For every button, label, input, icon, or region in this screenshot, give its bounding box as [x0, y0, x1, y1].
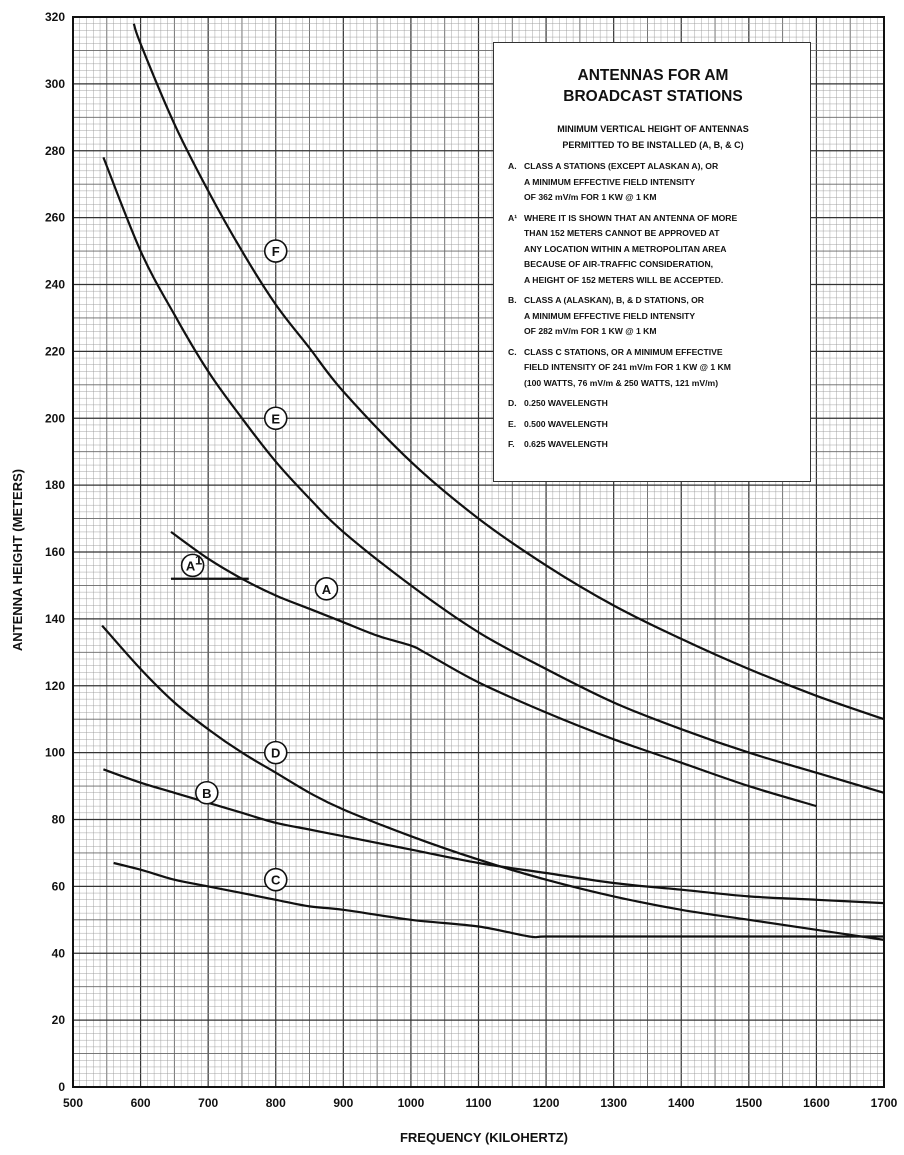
x-tick-label: 1300 [600, 1096, 627, 1110]
legend-box: ANTENNAS FOR AM BROADCAST STATIONS MINIMU… [493, 42, 811, 482]
x-tick-label: 800 [266, 1096, 286, 1110]
legend-entry-text: CLASS A (ALASKAN), B, & D STATIONS, OR A… [524, 295, 704, 336]
plot-frame [72, 16, 885, 1088]
curve-label-text: B [202, 786, 211, 801]
legend-entry: F. 0.625 WAVELENGTH [508, 437, 798, 453]
x-tick-label: 900 [333, 1096, 353, 1110]
curve-c [113, 861, 884, 939]
axes: 500 600 700 800 900 1000 1100 1200 1300 1400 1500 1… [45, 10, 898, 1110]
x-tick-label: 1500 [735, 1096, 762, 1110]
curve-label-f: F [263, 239, 288, 263]
curve-b [103, 768, 885, 905]
y-tick-label: 200 [45, 411, 65, 425]
y-tick-label: 260 [45, 211, 65, 225]
legend-entry-key: A. [508, 161, 517, 171]
legend-entry: D. 0.250 WAVELENGTH [508, 396, 798, 412]
legend-entry: B. CLASS A (ALASKAN), B, & D STATIONS, OR… [508, 293, 798, 340]
legend-entry-key: D. [508, 398, 517, 408]
curve-label-circle [314, 576, 339, 601]
curve-label-circle [180, 553, 205, 578]
curve-e [102, 156, 885, 794]
y-tick-label: 280 [45, 144, 65, 158]
y-tick-label: 0 [58, 1080, 65, 1094]
y-tick-label: 20 [52, 1013, 66, 1027]
curve-label-circle [263, 867, 288, 892]
curve-label-a: A [314, 576, 339, 601]
x-tick-label: 700 [198, 1096, 218, 1110]
y-tick-label: 40 [52, 946, 66, 960]
x-tick-label: 1100 [465, 1096, 491, 1110]
legend-entry-key: E. [508, 418, 517, 429]
legend-title: ANTENNAS FOR AM BROADCAST STATIONS [508, 65, 798, 107]
curve-a [170, 531, 817, 808]
y-tick-label: 240 [45, 278, 65, 292]
x-tick-label: 600 [131, 1096, 151, 1110]
legend-entry-text: 0.250 WAVELENGTH [524, 398, 608, 408]
y-tick-label: 60 [52, 879, 66, 893]
y-tick-label: 160 [45, 545, 65, 559]
legend-entry-text: CLASS A STATIONS (EXCEPT ALASKAN A), OR … [524, 161, 719, 202]
curve-label-e: E [263, 406, 288, 431]
y-tick-label: 120 [45, 679, 65, 693]
y-tick-label: 220 [45, 344, 65, 358]
legend-title-line: ANTENNAS FOR AM [577, 67, 729, 84]
curve-label-superscript: 1 [195, 552, 202, 567]
y-tick-label: 140 [45, 612, 65, 626]
y-tick-label: 320 [45, 10, 65, 24]
legend-entry: A¹ WHERE IT IS SHOWN THAT AN ANTENNA OF M… [508, 211, 798, 289]
y-tick-label: 180 [45, 478, 65, 492]
x-tick-label: 1000 [398, 1096, 425, 1110]
legend-entry-text: CLASS C STATIONS, OR A MINIMUM EFFECTIVE… [524, 346, 731, 388]
curve-label-text: C [271, 873, 281, 888]
y-tick-label: 80 [52, 813, 66, 827]
legend-entries: A. CLASS A STATIONS (EXCEPT ALASKAN A), O… [508, 159, 798, 453]
legend-entry-text: 0.625 WAVELENGTH [524, 439, 608, 449]
legend-entry: E. 0.500 WAVELENGTH [508, 417, 798, 433]
curve-d [101, 624, 885, 941]
legend-entry: A. CLASS A STATIONS (EXCEPT ALASKAN A), O… [508, 159, 798, 206]
x-tick-label: 1700 [871, 1096, 898, 1110]
curve-label-text: A [322, 582, 332, 597]
x-tick-label: 1600 [803, 1096, 830, 1110]
curve-label-d: D [263, 740, 288, 765]
curve-label-text: F [272, 244, 280, 259]
curve-label-circle [263, 406, 288, 431]
curve-label-c: C [263, 867, 288, 892]
legend-subtitle-line: PERMITTED TO BE INSTALLED (A, B, & C) [562, 140, 744, 150]
legend-entry-text: WHERE IT IS SHOWN THAT AN ANTENNA OF MOR… [524, 212, 738, 285]
y-tick-label: 300 [45, 77, 65, 91]
curves [101, 23, 885, 941]
curve-label-circle [195, 780, 219, 805]
legend-entry-key: F. [508, 439, 515, 449]
legend-entry-key: A¹ [508, 212, 518, 223]
legend-subtitle: MINIMUM VERTICAL HEIGHT OF ANTENNAS PERMI… [508, 121, 798, 153]
x-axis-title: FREQUENCY (KILOHERTZ) [400, 1130, 568, 1145]
curve-label-circle [263, 740, 288, 765]
x-tick-label: 500 [63, 1096, 83, 1110]
legend-title-line: BROADCAST STATIONS [563, 88, 743, 105]
y-tick-label: 100 [45, 746, 65, 760]
curve-label-text: D [271, 746, 280, 761]
legend-subtitle-line: MINIMUM VERTICAL HEIGHT OF ANTENNAS [557, 124, 749, 134]
x-tick-label: 1400 [668, 1096, 695, 1110]
curve-label-circle [263, 239, 288, 263]
y-axis-title: ANTENNA HEIGHT (METERS) [10, 469, 25, 651]
legend-entry: C. CLASS C STATIONS, OR A MINIMUM EFFECTI… [508, 345, 798, 392]
curve-label-text: A [186, 558, 196, 573]
curve-label-b: B [195, 780, 219, 805]
legend-entry-text: 0.500 WAVELENGTH [524, 418, 608, 429]
x-tick-label: 1200 [533, 1096, 560, 1110]
curve-f [132, 23, 885, 721]
legend-entry-key: B. [508, 295, 517, 305]
curve-label-text: E [271, 411, 280, 426]
legend-entry-key: C. [508, 346, 517, 357]
